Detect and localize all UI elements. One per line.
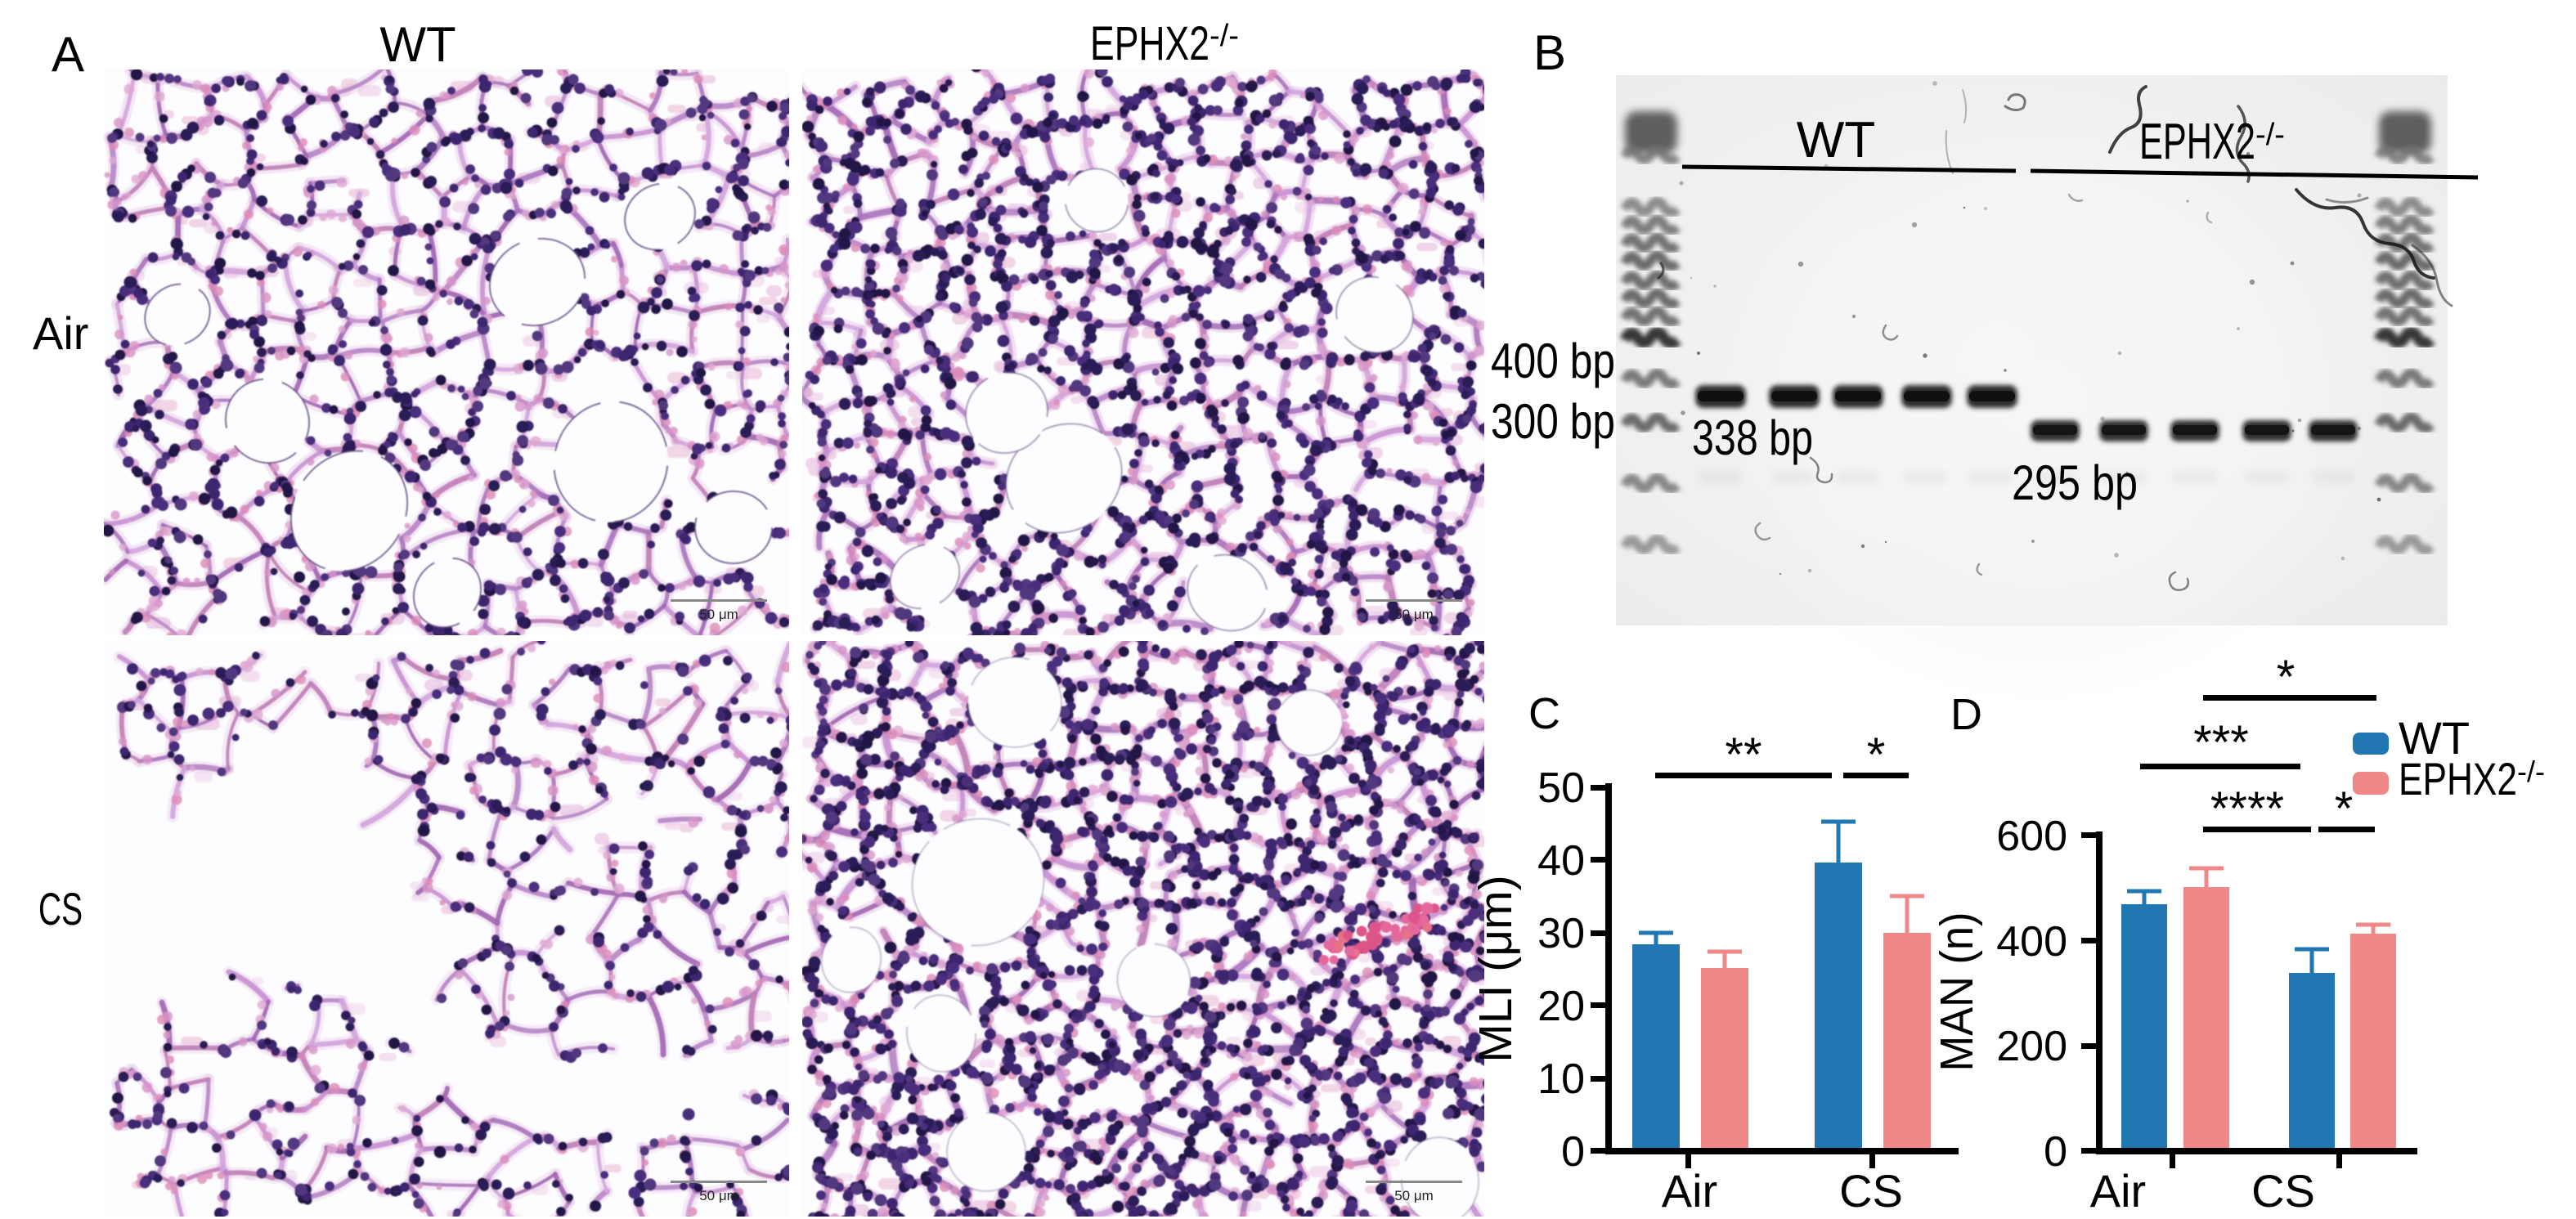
svg-text:A: A	[52, 27, 84, 82]
svg-text:D: D	[1950, 690, 1982, 739]
svg-text:50 μm: 50 μm	[699, 1188, 738, 1203]
svg-text:C: C	[1528, 689, 1560, 738]
svg-text:Air: Air	[2090, 1165, 2146, 1217]
svg-text:338 bp: 338 bp	[1692, 410, 1813, 465]
svg-text:WT: WT	[379, 17, 456, 72]
svg-text:CS: CS	[38, 883, 83, 934]
svg-text:400: 400	[1996, 918, 2067, 966]
svg-text:CS: CS	[2251, 1165, 2315, 1217]
svg-text:EPHX2-/-: EPHX2-/-	[1090, 17, 1239, 70]
svg-text:**: **	[1725, 728, 1761, 782]
svg-text:B: B	[1533, 25, 1566, 80]
svg-text:0: 0	[2044, 1128, 2067, 1176]
svg-text:600: 600	[1996, 813, 2067, 860]
svg-text:CS: CS	[1839, 1165, 1903, 1217]
svg-text:50 μm: 50 μm	[699, 607, 738, 622]
svg-text:295 bp: 295 bp	[2012, 455, 2138, 510]
svg-text:Air: Air	[33, 307, 88, 359]
svg-text:20: 20	[1537, 983, 1585, 1030]
svg-text:EPHX2-/-: EPHX2-/-	[2139, 114, 2285, 170]
svg-text:40: 40	[1537, 837, 1585, 885]
svg-text:*: *	[2277, 651, 2296, 704]
svg-text:MLI (μm): MLI (μm)	[1470, 875, 1522, 1062]
svg-text:400 bp: 400 bp	[1491, 334, 1615, 388]
svg-text:200: 200	[1996, 1023, 2067, 1070]
svg-text:50 μm: 50 μm	[1394, 607, 1434, 622]
svg-text:0: 0	[1561, 1128, 1585, 1176]
svg-text:****: ****	[2210, 782, 2284, 836]
svg-text:***: ***	[2193, 716, 2249, 769]
svg-text:*: *	[2335, 782, 2354, 836]
svg-text:30: 30	[1537, 910, 1585, 957]
svg-text:10: 10	[1537, 1055, 1585, 1103]
svg-text:WT: WT	[2399, 712, 2470, 764]
svg-text:50 μm: 50 μm	[1394, 1188, 1434, 1203]
svg-text:EPHX2-/-: EPHX2-/-	[2399, 753, 2545, 804]
svg-text:Air: Air	[1662, 1165, 1717, 1217]
svg-text:50: 50	[1537, 764, 1585, 812]
svg-text:WT: WT	[1797, 112, 1875, 168]
svg-text:*: *	[1867, 728, 1886, 782]
svg-text:MAN (n): MAN (n)	[1931, 912, 1983, 1072]
svg-text:300 bp: 300 bp	[1491, 394, 1615, 449]
